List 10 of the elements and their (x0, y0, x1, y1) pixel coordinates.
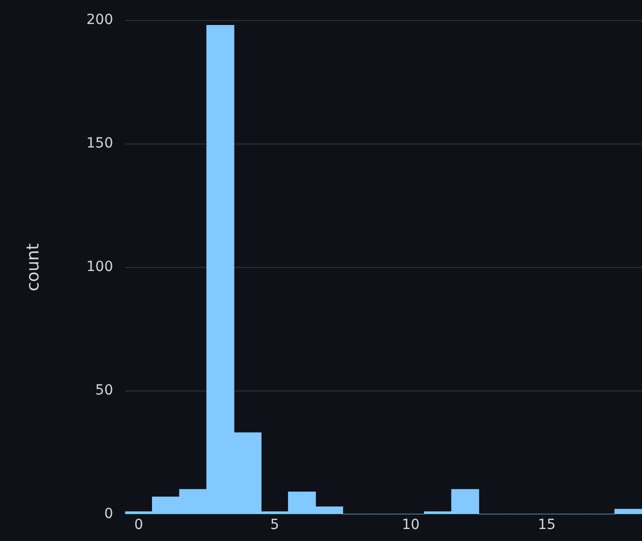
y-tick-label: 100 (86, 258, 114, 275)
x-tick-label: 5 (270, 517, 280, 534)
x-tick-label: 15 (538, 517, 556, 534)
y-tick-label: 200 (86, 12, 114, 28)
y-axis-title: count (24, 242, 44, 292)
y-tick-label: 0 (104, 506, 114, 522)
x-tick-label: 10 (402, 517, 420, 534)
x-tick-label: 0 (134, 517, 144, 534)
y-tick-label: 150 (86, 135, 114, 152)
y-tick-label: 50 (95, 382, 114, 398)
